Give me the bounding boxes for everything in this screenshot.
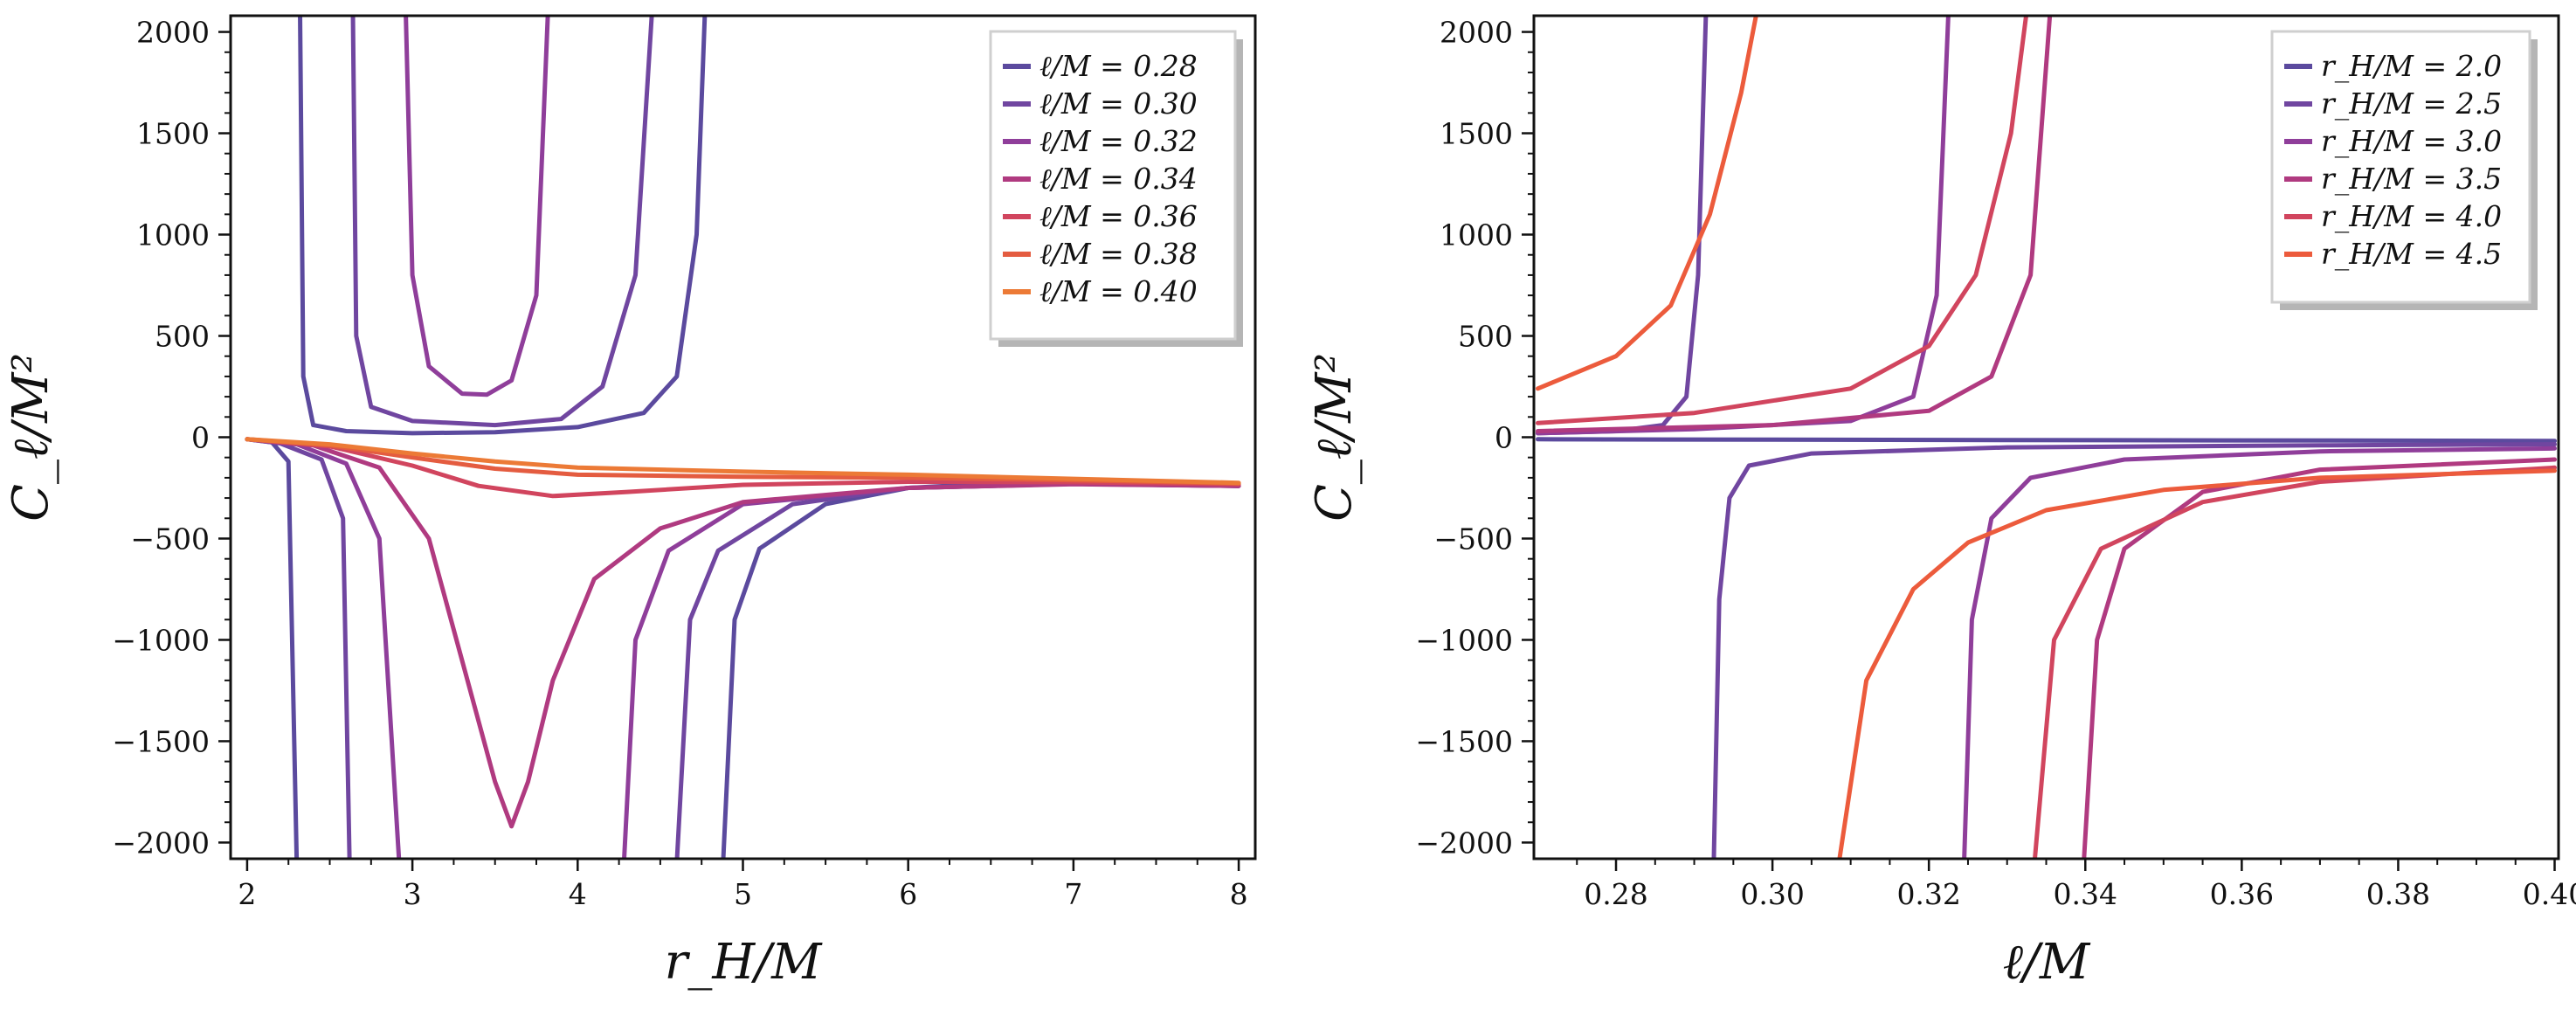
y-tick-label: 0 <box>1495 421 1513 455</box>
y-tick-label: −1500 <box>1415 724 1513 758</box>
x-tick-label: 2 <box>238 877 256 911</box>
series-line-7-segment-1 <box>245 437 1241 486</box>
y-tick-label: 2000 <box>1440 16 1513 50</box>
series-line-2-segment-2 <box>350 16 654 428</box>
y-tick-label: 500 <box>155 320 210 354</box>
legend-entry: r_H/M = 2.5 <box>2321 86 2502 121</box>
legend: r_H/M = 2.0r_H/M = 2.5r_H/M = 3.0r_H/M =… <box>2270 30 2538 310</box>
series-group <box>1536 16 2557 859</box>
y-tick-label: −1500 <box>112 724 210 758</box>
series-line-5-segment-1 <box>1536 16 2029 425</box>
y-tick-label: −2000 <box>1415 826 1513 860</box>
y-axis-label: C_ℓ/M² <box>1306 353 1363 522</box>
legend-box <box>2270 30 2531 304</box>
legend-entry: ℓ/M = 0.40 <box>1039 274 1198 308</box>
x-tick-label: 0.34 <box>2054 877 2117 911</box>
series-line-2-segment-2 <box>1711 442 2557 859</box>
y-tick-label: 2000 <box>136 16 210 50</box>
legend-entry: r_H/M = 3.5 <box>2321 162 2502 197</box>
y-tick-label: −500 <box>130 522 210 556</box>
legend-entry: r_H/M = 4.0 <box>2321 199 2502 234</box>
x-tick-label: 0.38 <box>2366 877 2430 911</box>
y-tick-label: 1000 <box>1440 218 1513 252</box>
legend-entry: ℓ/M = 0.28 <box>1039 49 1198 83</box>
series-line-1-segment-3 <box>721 480 1241 859</box>
x-tick-label: 0.40 <box>2523 877 2576 911</box>
series-line-6-segment-2 <box>1837 468 2557 859</box>
chart-right: −2000 −1500 −1000 −500 0 500 1000 1500 2000 0.28 0… <box>1306 14 2576 991</box>
series-line-4-segment-1 <box>245 437 1241 829</box>
y-tick-label: 0 <box>191 421 210 455</box>
x-tick-label: 6 <box>899 877 917 911</box>
chart-left: −2000 −1500 −1000 −500 0 500 1000 1500 2000 2 3 4 5 6… <box>3 14 1257 991</box>
x-tick-label: 0.32 <box>1896 877 1960 911</box>
y-tick-label: −2000 <box>112 826 210 860</box>
series-line-5-segment-1 <box>245 437 1241 499</box>
y-tick-label: −1000 <box>112 623 210 657</box>
y-tick-label: −1000 <box>1415 623 1513 657</box>
series-line-3-segment-2 <box>404 16 550 397</box>
legend-entry: ℓ/M = 0.36 <box>1039 199 1198 233</box>
legend-entry: ℓ/M = 0.34 <box>1039 162 1198 196</box>
series-group <box>245 16 1241 859</box>
x-axis-label: ℓ/M <box>2003 934 2091 991</box>
legend-entry: r_H/M = 4.5 <box>2321 237 2502 272</box>
series-line-5-segment-2 <box>2032 465 2557 859</box>
x-tick-label: 0.36 <box>2210 877 2274 911</box>
legend-entry: r_H/M = 2.0 <box>2321 49 2502 84</box>
series-line-2-segment-3 <box>674 481 1241 859</box>
x-tick-label: 0.28 <box>1584 877 1647 911</box>
series-line-2-segment-1 <box>245 437 352 859</box>
series-line-6-segment-1 <box>1536 16 1758 391</box>
series-line-3-segment-1 <box>245 437 402 859</box>
series-line-1-segment-1 <box>245 437 300 859</box>
legend-entry: r_H/M = 3.0 <box>2321 124 2502 159</box>
legend: ℓ/M = 0.28ℓ/M = 0.30ℓ/M = 0.32 ℓ/M = 0.34… <box>989 30 1243 347</box>
series-line-2-segment-1 <box>1536 16 1709 436</box>
legend-entry: ℓ/M = 0.30 <box>1039 86 1198 121</box>
y-tick-label: 1500 <box>136 117 210 151</box>
series-line-4-segment-1 <box>1536 16 2053 433</box>
x-tick-label: 3 <box>404 877 422 911</box>
x-tick-label: 5 <box>734 877 752 911</box>
series-line-1-segment-2 <box>298 16 708 436</box>
x-tick-label: 8 <box>1230 877 1248 911</box>
y-tick-label: 1500 <box>1440 117 1513 151</box>
y-tick-label: 1000 <box>136 218 210 252</box>
series-line-1-segment-1 <box>1536 437 2557 444</box>
x-axis-label: r_H/M <box>665 934 823 991</box>
x-tick-label: 0.30 <box>1740 877 1804 911</box>
y-axis-label: C_ℓ/M² <box>3 353 59 522</box>
x-tick-label: 7 <box>1064 877 1082 911</box>
series-line-4-segment-2 <box>2082 457 2557 859</box>
series-line-3-segment-3 <box>622 481 1241 859</box>
y-tick-label: 500 <box>1458 320 1513 354</box>
x-tick-label: 4 <box>569 877 587 911</box>
series-line-3-segment-2 <box>1962 446 2557 859</box>
legend-entry: ℓ/M = 0.32 <box>1039 124 1198 158</box>
y-tick-label: −500 <box>1433 522 1513 556</box>
legend-box <box>989 30 1237 341</box>
legend-entry: ℓ/M = 0.38 <box>1039 237 1198 271</box>
